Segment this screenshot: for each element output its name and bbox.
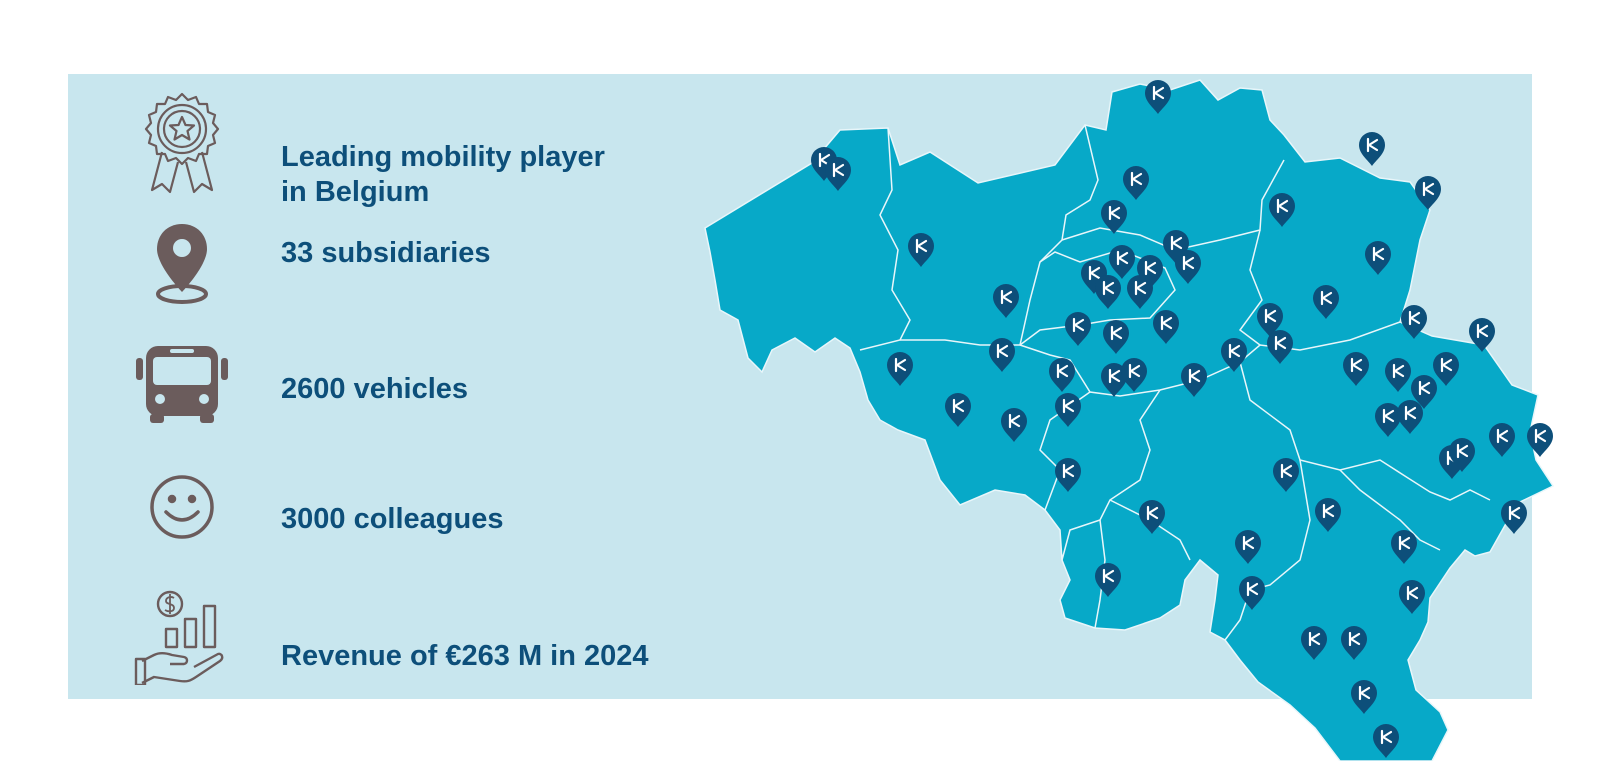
info-panel: Leading mobility player in Belgium 33 su… — [68, 74, 1532, 699]
fact-label: Revenue of €263 M in 2024 — [281, 640, 649, 672]
fact-label: 3000 colleagues — [281, 503, 504, 535]
fact-label: 2600 vehicles — [281, 373, 469, 405]
fact-label: 33 subsidiaries — [281, 237, 491, 269]
award-ribbon-icon — [132, 92, 232, 202]
key-facts: Leading mobility player in Belgium 33 su… — [68, 74, 768, 699]
keolis-k-marker-icon[interactable] — [1351, 680, 1377, 714]
revenue-chart-hand-icon — [132, 589, 232, 685]
location-pin-icon — [132, 222, 232, 306]
bus-icon — [132, 344, 232, 424]
fact-label: Leading mobility player in Belgium — [281, 141, 605, 208]
smiley-face-icon — [132, 474, 232, 540]
keolis-k-marker-icon[interactable] — [1373, 724, 1399, 758]
